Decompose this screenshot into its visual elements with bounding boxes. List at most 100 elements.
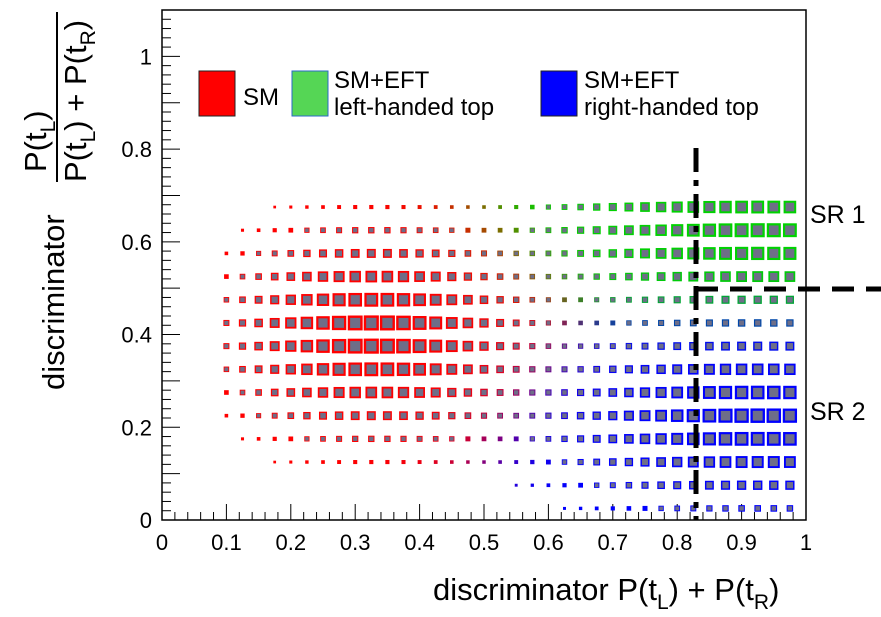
- histogram-box: [562, 320, 567, 326]
- histogram-box-inner: [674, 273, 681, 280]
- histogram-box-inner: [770, 272, 778, 281]
- histogram-box-inner: [675, 506, 680, 511]
- histogram-box-inner: [303, 295, 311, 304]
- histogram-box-inner: [689, 365, 697, 373]
- histogram-box-inner: [641, 435, 649, 443]
- histogram-box-inner: [737, 202, 746, 212]
- histogram-box-inner: [609, 435, 616, 442]
- histogram-box-inner: [272, 251, 277, 256]
- histogram-box-inner: [255, 320, 262, 326]
- histogram-box-inner: [610, 274, 616, 279]
- histogram-box-inner: [367, 272, 376, 281]
- histogram-box-inner: [562, 460, 567, 464]
- x-tick-label: 0.3: [340, 530, 371, 555]
- histogram-box-inner: [722, 482, 729, 489]
- histogram-box-inner: [578, 227, 584, 233]
- histogram-box-inner: [431, 318, 441, 328]
- y-tick-label: 0: [140, 508, 152, 533]
- histogram-box-inner: [256, 251, 261, 256]
- histogram-box: [240, 228, 245, 232]
- histogram-box-inner: [609, 412, 616, 419]
- histogram-box-inner: [449, 228, 454, 233]
- histogram-box: [610, 506, 615, 511]
- histogram-box-inner: [465, 413, 471, 418]
- histogram-box-inner: [546, 298, 551, 302]
- histogram-box: [514, 205, 519, 210]
- histogram-box-inner: [433, 413, 439, 419]
- histogram-box: [240, 251, 245, 256]
- histogram-box: [224, 251, 229, 256]
- histogram-box-inner: [578, 274, 583, 279]
- histogram-box-inner: [320, 412, 326, 419]
- histogram-box-inner: [255, 297, 262, 303]
- histogram-box-inner: [530, 251, 535, 256]
- histogram-box-inner: [737, 457, 746, 467]
- histogram-box-inner: [481, 389, 487, 396]
- histogram-box-inner: [368, 412, 375, 419]
- histogram-box-inner: [240, 297, 245, 303]
- y-frac-part: ): [18, 110, 53, 120]
- histogram-box: [465, 227, 471, 233]
- histogram-box-inner: [753, 457, 762, 467]
- histogram-box: [530, 483, 534, 487]
- histogram-box-inner: [594, 204, 600, 210]
- histogram-box-inner: [641, 203, 649, 211]
- histogram-boxes: [223, 200, 798, 512]
- histogram-box-inner: [401, 436, 406, 441]
- histogram-box-inner: [433, 250, 439, 257]
- histogram-box-inner: [319, 273, 327, 281]
- y-axis-fraction-numerator: P(tL): [18, 110, 60, 172]
- histogram-box-inner: [368, 250, 375, 257]
- histogram-box-inner: [674, 343, 680, 349]
- histogram-box-inner: [366, 340, 377, 352]
- histogram-box-inner: [641, 388, 649, 397]
- histogram-box-inner: [688, 411, 698, 421]
- x-axis-title-sub: L: [657, 591, 669, 614]
- histogram-box-inner: [497, 320, 503, 326]
- histogram-box-inner: [657, 203, 665, 211]
- x-tick-label: 0.2: [276, 530, 307, 555]
- x-axis-title-part: ): [769, 572, 779, 607]
- histogram-box-inner: [689, 273, 697, 280]
- histogram-box-inner: [787, 297, 793, 303]
- histogram-box-inner: [594, 274, 599, 279]
- histogram-box-inner: [530, 228, 535, 233]
- histogram-box-inner: [431, 341, 441, 351]
- histogram-box-inner: [530, 413, 535, 418]
- histogram-box-inner: [366, 364, 377, 375]
- histogram-box-inner: [350, 317, 361, 329]
- histogram-box-inner: [530, 274, 535, 279]
- histogram-box: [481, 227, 487, 233]
- histogram-box-inner: [414, 318, 425, 328]
- histogram-box: [562, 483, 567, 488]
- histogram-box-inner: [562, 344, 567, 348]
- histogram-box-inner: [768, 410, 779, 421]
- histogram-box: [305, 205, 309, 209]
- histogram-box-inner: [705, 202, 714, 212]
- histogram-box-inner: [385, 436, 390, 442]
- y-frac-part: P(t: [58, 142, 93, 182]
- histogram-box: [482, 460, 486, 464]
- histogram-box-inner: [530, 320, 535, 325]
- histogram-box-inner: [657, 249, 665, 258]
- histogram-box-inner: [641, 411, 649, 420]
- histogram-box-inner: [303, 389, 311, 396]
- histogram-box: [530, 204, 535, 210]
- histogram-box: [449, 205, 454, 209]
- histogram-box-inner: [689, 458, 698, 466]
- histogram-box-inner: [785, 225, 795, 235]
- histogram-box: [273, 460, 277, 464]
- histogram-box-inner: [546, 321, 551, 325]
- histogram-box-inner: [305, 228, 309, 233]
- histogram-box-inner: [337, 228, 342, 233]
- histogram-box-inner: [302, 341, 312, 351]
- histogram-box-inner: [546, 413, 551, 418]
- histogram-box-inner: [578, 204, 583, 210]
- histogram-box-inner: [417, 436, 422, 441]
- histogram-box-inner: [626, 366, 632, 373]
- histogram-box-inner: [398, 364, 409, 374]
- histogram-box: [224, 274, 229, 279]
- histogram-box-inner: [706, 320, 712, 326]
- histogram-box-inner: [481, 274, 487, 280]
- histogram-box-inner: [366, 317, 377, 329]
